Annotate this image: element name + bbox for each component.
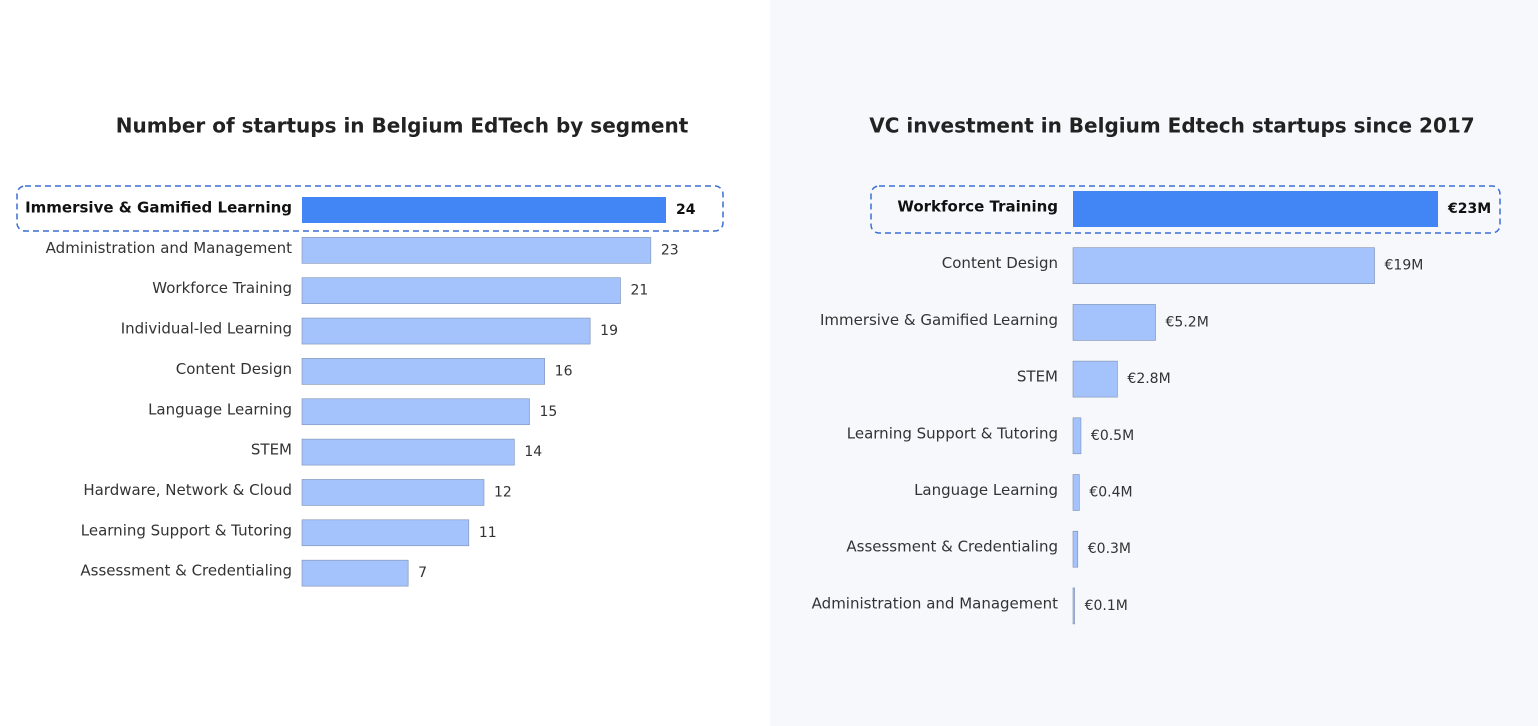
category-label: Hardware, Network & Cloud bbox=[83, 481, 292, 499]
value-label: €0.5M bbox=[1091, 428, 1134, 444]
value-label: €23M bbox=[1447, 201, 1491, 217]
bar bbox=[1072, 417, 1082, 455]
value-label: 12 bbox=[494, 484, 512, 500]
bar bbox=[302, 197, 666, 223]
chart-title: Number of startups in Belgium EdTech by … bbox=[116, 114, 689, 138]
bar bbox=[1072, 530, 1079, 568]
value-label: 16 bbox=[555, 363, 573, 379]
bar bbox=[1073, 191, 1438, 227]
bar bbox=[301, 277, 621, 305]
bar bbox=[1072, 304, 1156, 341]
value-label: 19 bbox=[600, 323, 618, 339]
category-label: Assessment & Credentialing bbox=[846, 538, 1058, 556]
category-label: Learning Support & Tutoring bbox=[81, 521, 292, 539]
category-label: STEM bbox=[251, 441, 292, 459]
value-label: 24 bbox=[676, 202, 696, 218]
bar bbox=[1072, 360, 1118, 398]
category-label: Immersive & Gamified Learning bbox=[820, 311, 1058, 329]
value-label: €19M bbox=[1385, 258, 1424, 274]
bar bbox=[301, 237, 652, 264]
category-label: Assessment & Credentialing bbox=[80, 562, 292, 580]
value-label: 23 bbox=[661, 242, 679, 258]
value-label: €0.3M bbox=[1088, 541, 1131, 557]
highlight-box bbox=[16, 185, 724, 232]
highlight-box bbox=[870, 185, 1501, 234]
bar bbox=[1072, 247, 1375, 284]
value-label: 11 bbox=[479, 525, 497, 541]
category-label: STEM bbox=[1017, 368, 1058, 386]
category-label: Workforce Training bbox=[897, 198, 1058, 216]
bar bbox=[301, 519, 470, 547]
bar bbox=[1072, 587, 1075, 625]
category-label: Workforce Training bbox=[152, 279, 292, 297]
bar bbox=[301, 398, 530, 426]
value-label: €0.4M bbox=[1089, 485, 1132, 501]
category-label: Individual-led Learning bbox=[121, 320, 292, 338]
category-label: Learning Support & Tutoring bbox=[847, 424, 1058, 442]
bar bbox=[301, 438, 515, 466]
category-label: Administration and Management bbox=[812, 594, 1058, 612]
chart-title: VC investment in Belgium Edtech startups… bbox=[869, 114, 1474, 138]
value-label: €2.8M bbox=[1127, 371, 1170, 387]
category-label: Content Design bbox=[942, 254, 1058, 272]
value-label: 15 bbox=[540, 404, 558, 420]
bar bbox=[301, 358, 545, 385]
right-panel bbox=[770, 0, 1538, 726]
value-label: 21 bbox=[631, 283, 649, 299]
bar bbox=[301, 317, 591, 345]
category-label: Content Design bbox=[176, 360, 292, 378]
category-label: Language Learning bbox=[148, 400, 292, 418]
bar bbox=[301, 559, 409, 587]
category-label: Administration and Management bbox=[46, 239, 292, 257]
category-label: Immersive & Gamified Learning bbox=[25, 199, 292, 217]
bar bbox=[1072, 474, 1080, 511]
category-label: Language Learning bbox=[914, 481, 1058, 499]
value-label: €5.2M bbox=[1166, 314, 1209, 330]
value-label: 14 bbox=[524, 444, 542, 460]
value-label: €0.1M bbox=[1085, 598, 1128, 614]
bar bbox=[301, 479, 485, 506]
value-label: 7 bbox=[418, 565, 427, 581]
